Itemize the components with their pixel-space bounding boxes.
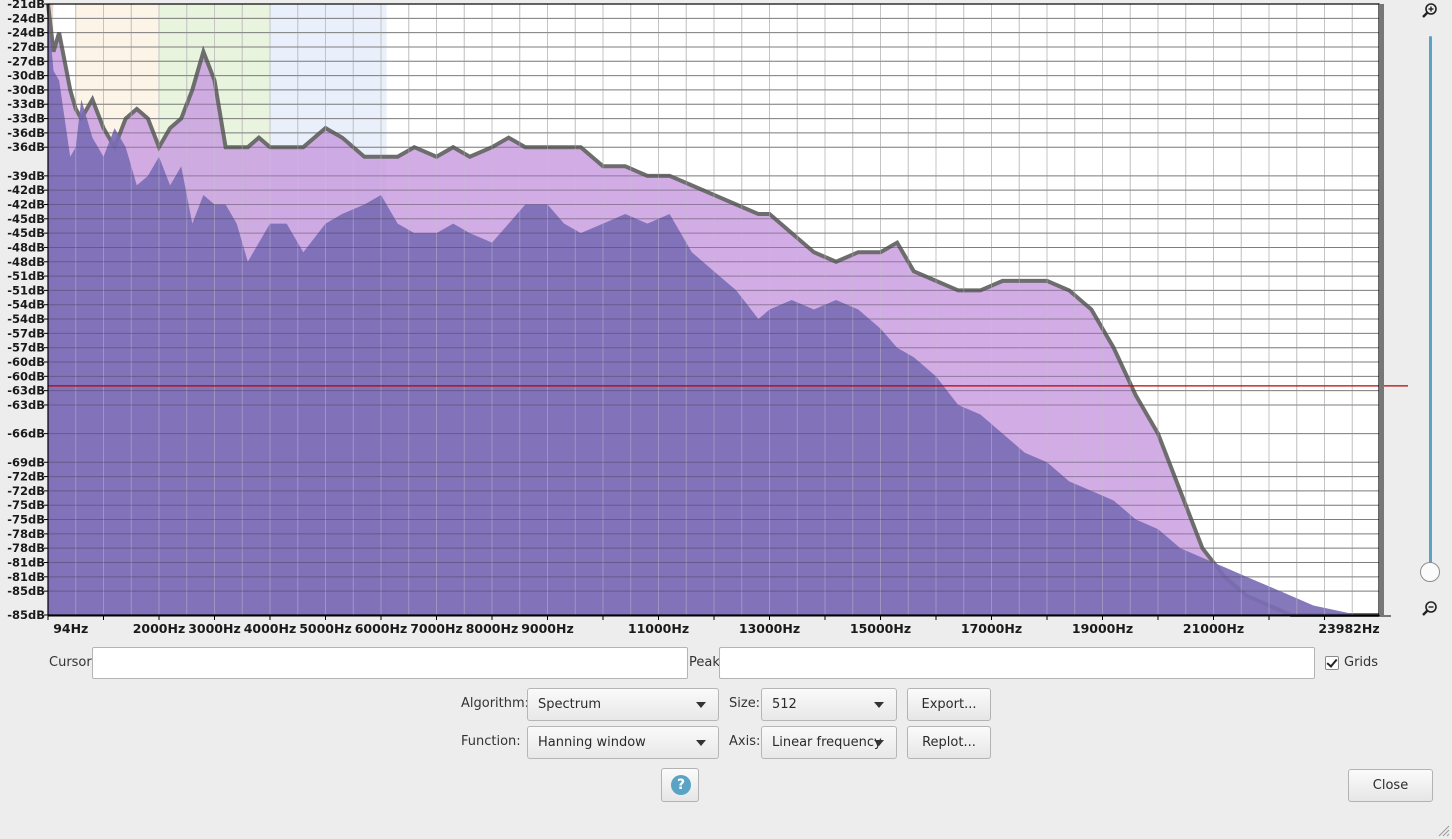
y-tick-label: -45dB (7, 212, 45, 226)
y-tick-label: -85dB (7, 608, 45, 622)
function-select-value: Hanning window (538, 735, 646, 750)
y-tick-label: -81dB (7, 555, 45, 569)
algorithm-label: Algorithm: (461, 696, 530, 711)
y-tick-label: -51dB (7, 283, 45, 297)
y-tick-label: -81dB (7, 570, 45, 584)
peak-label: Peak: (689, 655, 725, 670)
y-tick-label: -75dB (7, 513, 45, 527)
y-tick-label: -42dB (7, 183, 45, 197)
size-label: Size: (729, 696, 761, 711)
y-tick-label: -36dB (7, 126, 45, 140)
function-label: Function: (461, 734, 521, 749)
axis-label: Axis: (729, 734, 761, 749)
y-tick-label: -63dB (7, 384, 45, 398)
x-tick-label: 94Hz (53, 621, 88, 636)
y-tick-label: -42dB (7, 197, 45, 211)
y-tick-label: -78dB (7, 541, 45, 555)
y-tick-label: -63dB (7, 398, 45, 412)
question-mark-icon: ? (671, 775, 691, 795)
chevron-down-icon (696, 702, 706, 708)
y-tick-label: -66dB (7, 427, 45, 441)
peak-field[interactable] (719, 647, 1315, 679)
y-tick-label: -39dB (7, 169, 45, 183)
x-tick-label: 9000Hz (521, 621, 574, 636)
y-tick-label: -48dB (7, 240, 45, 254)
help-button[interactable]: ? (661, 768, 699, 802)
size-select[interactable]: 512 (761, 688, 897, 721)
zoom-out-icon[interactable] (1421, 600, 1439, 618)
replot-button[interactable]: Replot... (907, 726, 991, 759)
x-tick-label: 11000Hz (628, 621, 689, 636)
y-tick-label: -33dB (7, 112, 45, 126)
y-tick-label: -33dB (7, 97, 45, 111)
y-tick-label: -48dB (7, 255, 45, 269)
y-tick-label: -30dB (7, 83, 45, 97)
zoom-in-icon[interactable] (1421, 2, 1439, 20)
zoom-slider-knob[interactable] (1420, 562, 1440, 582)
y-tick-label: -27dB (7, 40, 45, 54)
algorithm-select[interactable]: Spectrum (527, 688, 719, 721)
x-tick-label: 15000Hz (850, 621, 911, 636)
size-select-value: 512 (772, 697, 797, 712)
y-tick-label: -60dB (7, 355, 45, 369)
zoom-slider-track[interactable] (1429, 36, 1432, 582)
spectrum-line (46, 3, 1379, 617)
cursor-field[interactable] (92, 647, 688, 679)
y-tick-label: -57dB (7, 341, 45, 355)
chevron-down-icon (696, 740, 706, 746)
y-tick-label: -36dB (7, 140, 45, 154)
y-tick-label: -27dB (7, 54, 45, 68)
x-tick-label: 19000Hz (1072, 621, 1133, 636)
y-tick-label: -60dB (7, 369, 45, 383)
spectrum-chart[interactable]: -21dB-24dB-24dB-27dB-27dB-30dB-30dB-33dB… (0, 0, 1452, 640)
export-button[interactable]: Export... (907, 688, 991, 721)
x-tick-label: 21000Hz (1183, 621, 1244, 636)
x-tick-label: 6000Hz (355, 621, 408, 636)
y-tick-label: -85dB (7, 584, 45, 598)
grids-checkbox[interactable] (1325, 656, 1339, 670)
x-tick-label: 3000Hz (188, 621, 241, 636)
y-tick-label: -45dB (7, 226, 45, 240)
y-tick-label: -30dB (7, 69, 45, 83)
cursor-label: Cursor: (49, 655, 96, 670)
x-tick-label: 17000Hz (961, 621, 1022, 636)
chevron-down-icon (874, 740, 884, 746)
x-tick-label: 5000Hz (299, 621, 352, 636)
axis-select-value: Linear frequency (772, 735, 882, 750)
algorithm-select-value: Spectrum (538, 697, 601, 712)
y-tick-label: -24dB (7, 11, 45, 25)
y-tick-label: -75dB (7, 498, 45, 512)
y-tick-label: -72dB (7, 470, 45, 484)
close-button[interactable]: Close (1348, 769, 1433, 802)
x-tick-label: 4000Hz (244, 621, 297, 636)
x-tick-label: 8000Hz (466, 621, 519, 636)
resize-grip-icon[interactable] (1436, 823, 1450, 837)
y-tick-label: -54dB (7, 312, 45, 326)
y-tick-label: -24dB (7, 26, 45, 40)
x-tick-label: 7000Hz (410, 621, 463, 636)
chevron-down-icon (874, 702, 884, 708)
y-tick-label: -72dB (7, 484, 45, 498)
spectrum-plot[interactable]: -21dB -24dB -24dB -27dB -27dB -30dB -30dB -33dB… (0, 0, 1452, 640)
y-tick-label: -21dB (7, 0, 45, 11)
plot-frame-shadow (1379, 4, 1384, 615)
y-tick-label: -69dB (7, 455, 45, 469)
y-tick-label: -78dB (7, 527, 45, 541)
x-tick-label: 13000Hz (739, 621, 800, 636)
y-tick-label: -57dB (7, 326, 45, 340)
x-tick-label: 23982Hz (1318, 621, 1379, 636)
spectrum-area (48, 13, 1379, 615)
function-select[interactable]: Hanning window (527, 726, 719, 759)
axis-select[interactable]: Linear frequency (761, 726, 897, 759)
y-tick-label: -54dB (7, 298, 45, 312)
grids-label: Grids (1344, 655, 1379, 670)
x-tick-label: 2000Hz (133, 621, 186, 636)
y-tick-label: -51dB (7, 269, 45, 283)
